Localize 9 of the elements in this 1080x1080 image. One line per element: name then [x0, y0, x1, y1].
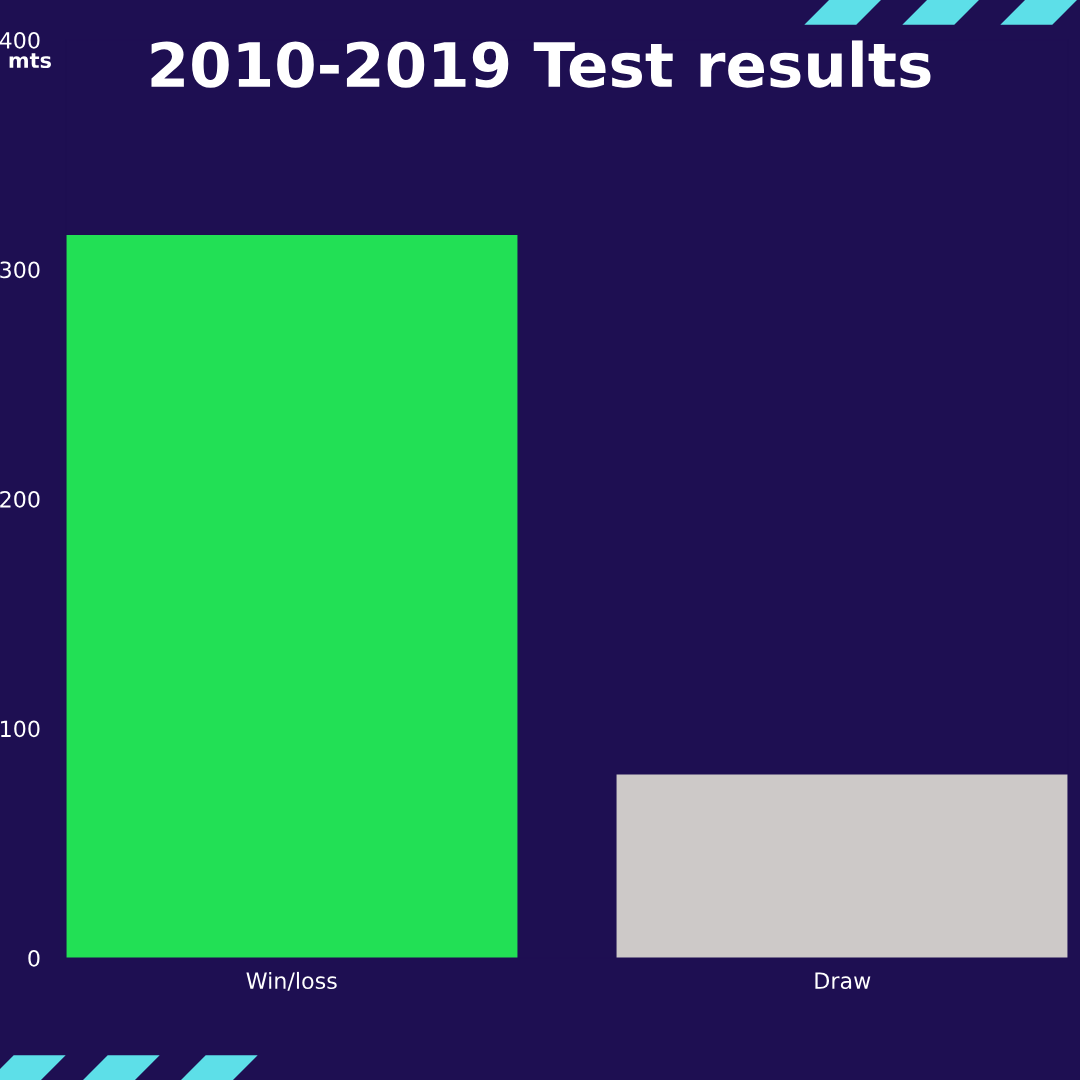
x-tick-label: Win/loss — [246, 971, 337, 991]
y-axis-title: mts — [9, 53, 51, 69]
y-tick-label: 200 — [0, 490, 40, 508]
chart-title: 2010-2019 Test results — [151, 40, 931, 88]
y-tick-label: 0 — [28, 949, 40, 967]
y-tick-label: 100 — [1, 720, 40, 738]
y-tick-label: 300 — [0, 261, 40, 279]
x-tick-label: Draw — [815, 972, 871, 990]
y-tick-label: 400 — [0, 31, 40, 49]
